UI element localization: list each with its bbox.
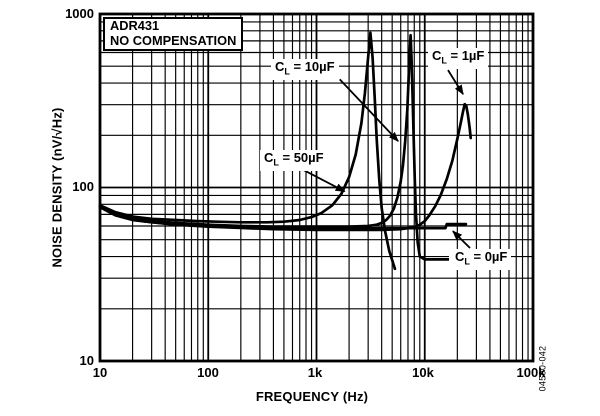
- curve-label-cl-10uF: CL = 10µF: [271, 59, 339, 80]
- curve-label-cl-1uF: CL = 1µF: [428, 48, 489, 69]
- curve-label-prefix: C: [432, 48, 442, 63]
- annotation-arrow-1: [447, 69, 464, 96]
- curve-label-cl-0uF: CL = 0µF: [449, 249, 512, 270]
- curve-label-prefix: C: [264, 150, 274, 165]
- curve-label-sub: L: [464, 256, 470, 267]
- x-tick-10k: 10k: [412, 365, 434, 380]
- y-axis-title: NOISE DENSITY (nV/√Hz): [49, 107, 65, 268]
- y-tick-100: 100: [72, 179, 94, 194]
- series-curve-1: [98, 31, 397, 271]
- curve-label-sub: L: [273, 157, 279, 168]
- curve-label-cl-50uF: CL = 50µF: [260, 150, 328, 171]
- curve-label-suffix: = 0µF: [469, 249, 508, 264]
- curve-label-suffix: = 1µF: [446, 48, 485, 63]
- curve-label-prefix: C: [275, 59, 285, 74]
- chart-title-line1: ADR431: [110, 18, 160, 33]
- curve-label-suffix: = 50µF: [278, 150, 324, 165]
- x-tick-10: 10: [92, 365, 108, 380]
- x-tick-100k: 100k: [516, 365, 546, 380]
- curve-label-suffix: = 10µF: [289, 59, 335, 74]
- plot-border: [98, 12, 535, 363]
- series-curve-2: [98, 33, 457, 261]
- curve-label-sub: L: [284, 66, 290, 77]
- x-tick-1k: 1k: [307, 365, 323, 380]
- annotation-arrow-2: [303, 169, 346, 193]
- y-tick-10: 10: [79, 353, 94, 368]
- y-tick-1000: 1000: [65, 6, 94, 21]
- curve-label-prefix: C: [455, 249, 465, 264]
- curve-label-sub: L: [441, 55, 447, 66]
- series-curve-3: [98, 102, 473, 232]
- annotation-arrow-3: [452, 230, 471, 249]
- chart-title-box: ADR431 NO COMPENSATION: [103, 17, 244, 51]
- annotation-arrow-0: [339, 78, 399, 142]
- x-tick-100: 100: [197, 365, 219, 380]
- x-axis-title: FREQUENCY (Hz): [255, 389, 369, 404]
- chart-title-line2: NO COMPENSATION: [110, 32, 237, 48]
- series-curve-0: [98, 204, 468, 230]
- figure-number: 04500-042: [537, 345, 548, 392]
